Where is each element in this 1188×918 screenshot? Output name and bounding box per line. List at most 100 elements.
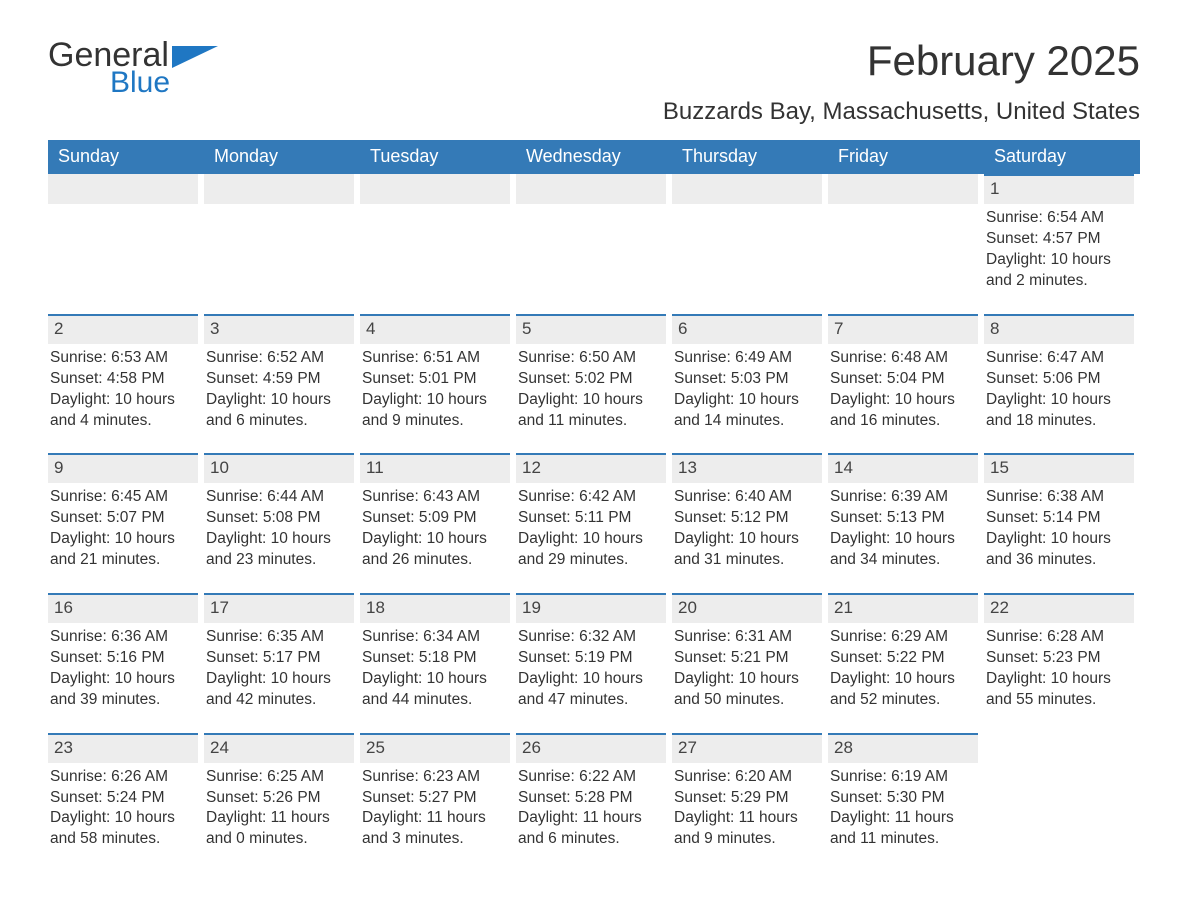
day-number: 16 xyxy=(48,593,198,623)
sunrise-line: Sunrise: 6:20 AM xyxy=(674,767,822,788)
daylight-line: Daylight: 10 hours and 26 minutes. xyxy=(362,529,510,571)
sunrise-line: Sunrise: 6:25 AM xyxy=(206,767,354,788)
day-number: 23 xyxy=(48,733,198,763)
day-cell xyxy=(984,733,1140,873)
sunset-line: Sunset: 5:17 PM xyxy=(206,648,354,669)
day-number xyxy=(516,174,666,204)
day-cell: 26Sunrise: 6:22 AMSunset: 5:28 PMDayligh… xyxy=(516,733,672,873)
day-number: 26 xyxy=(516,733,666,763)
day-cell: 11Sunrise: 6:43 AMSunset: 5:09 PMDayligh… xyxy=(360,453,516,593)
sunset-line: Sunset: 5:26 PM xyxy=(206,788,354,809)
day-number: 21 xyxy=(828,593,978,623)
sunset-line: Sunset: 5:13 PM xyxy=(830,508,978,529)
daylight-line: Daylight: 11 hours and 0 minutes. xyxy=(206,808,354,850)
sunset-line: Sunset: 5:12 PM xyxy=(674,508,822,529)
sunrise-line: Sunrise: 6:31 AM xyxy=(674,627,822,648)
day-number: 24 xyxy=(204,733,354,763)
day-cell xyxy=(672,174,828,314)
daylight-line: Daylight: 10 hours and 29 minutes. xyxy=(518,529,666,571)
daylight-line: Daylight: 11 hours and 6 minutes. xyxy=(518,808,666,850)
day-body: Sunrise: 6:52 AMSunset: 4:59 PMDaylight:… xyxy=(204,348,354,432)
day-body: Sunrise: 6:50 AMSunset: 5:02 PMDaylight:… xyxy=(516,348,666,432)
day-body: Sunrise: 6:47 AMSunset: 5:06 PMDaylight:… xyxy=(984,348,1134,432)
dow-cell: Sunday xyxy=(48,140,204,174)
sunrise-line: Sunrise: 6:43 AM xyxy=(362,487,510,508)
day-cell: 7Sunrise: 6:48 AMSunset: 5:04 PMDaylight… xyxy=(828,314,984,454)
day-cell xyxy=(204,174,360,314)
week-row: 2Sunrise: 6:53 AMSunset: 4:58 PMDaylight… xyxy=(48,314,1140,454)
day-body: Sunrise: 6:54 AMSunset: 4:57 PMDaylight:… xyxy=(984,208,1134,292)
day-body: Sunrise: 6:49 AMSunset: 5:03 PMDaylight:… xyxy=(672,348,822,432)
brand-flag-icon xyxy=(172,46,218,79)
day-number: 9 xyxy=(48,453,198,483)
day-cell: 27Sunrise: 6:20 AMSunset: 5:29 PMDayligh… xyxy=(672,733,828,873)
sunrise-line: Sunrise: 6:45 AM xyxy=(50,487,198,508)
day-body: Sunrise: 6:35 AMSunset: 5:17 PMDaylight:… xyxy=(204,627,354,711)
day-cell: 20 Sunrise: 6:31 AMSunset: 5:21 PMDayligh… xyxy=(672,593,828,733)
day-body: Sunrise: 6:39 AMSunset: 5:13 PMDaylight:… xyxy=(828,487,978,571)
day-body: Sunrise: 6:23 AMSunset: 5:27 PMDaylight:… xyxy=(360,767,510,851)
daylight-line: Daylight: 10 hours and 58 minutes. xyxy=(50,808,198,850)
day-number: 13 xyxy=(672,453,822,483)
brand-text: General Blue xyxy=(48,38,170,98)
brand-logo: General Blue xyxy=(48,38,218,98)
daylight-line: Daylight: 10 hours and 4 minutes. xyxy=(50,390,198,432)
day-number: 12 xyxy=(516,453,666,483)
day-cell: 24 Sunrise: 6:25 AMSunset: 5:26 PMDayligh… xyxy=(204,733,360,873)
day-cell: 8Sunrise: 6:47 AMSunset: 5:06 PMDaylight… xyxy=(984,314,1140,454)
daylight-line: Daylight: 10 hours and 18 minutes. xyxy=(986,390,1134,432)
day-number xyxy=(672,174,822,204)
dow-cell: Tuesday xyxy=(360,140,516,174)
month-title: February 2025 xyxy=(663,38,1140,84)
sunrise-line: Sunrise: 6:23 AM xyxy=(362,767,510,788)
sunset-line: Sunset: 5:11 PM xyxy=(518,508,666,529)
sunset-line: Sunset: 5:28 PM xyxy=(518,788,666,809)
day-cell: 17Sunrise: 6:35 AMSunset: 5:17 PMDayligh… xyxy=(204,593,360,733)
sunrise-line: Sunrise: 6:42 AM xyxy=(518,487,666,508)
daylight-line: Daylight: 10 hours and 21 minutes. xyxy=(50,529,198,571)
sunrise-line: Sunrise: 6:29 AM xyxy=(830,627,978,648)
day-cell: 28Sunrise: 6:19 AMSunset: 5:30 PMDayligh… xyxy=(828,733,984,873)
daylight-line: Daylight: 10 hours and 44 minutes. xyxy=(362,669,510,711)
day-cell: 25Sunrise: 6:23 AMSunset: 5:27 PMDayligh… xyxy=(360,733,516,873)
day-cell: 1Sunrise: 6:54 AMSunset: 4:57 PMDaylight… xyxy=(984,174,1140,314)
sunset-line: Sunset: 5:29 PM xyxy=(674,788,822,809)
sunrise-line: Sunrise: 6:26 AM xyxy=(50,767,198,788)
daylight-line: Daylight: 10 hours and 2 minutes. xyxy=(986,250,1134,292)
header: General Blue February 2025 Buzzards Bay,… xyxy=(48,38,1140,126)
sunset-line: Sunset: 5:27 PM xyxy=(362,788,510,809)
day-cell: 22Sunrise: 6:28 AMSunset: 5:23 PMDayligh… xyxy=(984,593,1140,733)
day-cell: 15 Sunrise: 6:38 AMSunset: 5:14 PMDayligh… xyxy=(984,453,1140,593)
day-number: 15 xyxy=(984,453,1134,483)
sunset-line: Sunset: 4:57 PM xyxy=(986,229,1134,250)
sunset-line: Sunset: 5:09 PM xyxy=(362,508,510,529)
location-subtitle: Buzzards Bay, Massachusetts, United Stat… xyxy=(663,98,1140,126)
day-number: 4 xyxy=(360,314,510,344)
day-cell: 12 Sunrise: 6:42 AMSunset: 5:11 PMDayligh… xyxy=(516,453,672,593)
day-cell: 16Sunrise: 6:36 AMSunset: 5:16 PMDayligh… xyxy=(48,593,204,733)
day-body: Sunrise: 6:53 AMSunset: 4:58 PMDaylight:… xyxy=(48,348,198,432)
sunset-line: Sunset: 5:18 PM xyxy=(362,648,510,669)
day-number: 20 xyxy=(672,593,822,623)
sunset-line: Sunset: 5:07 PM xyxy=(50,508,198,529)
day-number: 22 xyxy=(984,593,1134,623)
sunset-line: Sunset: 5:04 PM xyxy=(830,369,978,390)
daylight-line: Daylight: 10 hours and 9 minutes. xyxy=(362,390,510,432)
day-cell: 21Sunrise: 6:29 AMSunset: 5:22 PMDayligh… xyxy=(828,593,984,733)
day-body: Sunrise: 6:38 AMSunset: 5:14 PMDaylight:… xyxy=(984,487,1134,571)
sunset-line: Sunset: 5:24 PM xyxy=(50,788,198,809)
daylight-line: Daylight: 10 hours and 16 minutes. xyxy=(830,390,978,432)
sunrise-line: Sunrise: 6:28 AM xyxy=(986,627,1134,648)
day-body: Sunrise: 6:31 AMSunset: 5:21 PMDaylight:… xyxy=(672,627,822,711)
dow-cell: Saturday xyxy=(984,140,1140,174)
daylight-line: Daylight: 11 hours and 3 minutes. xyxy=(362,808,510,850)
weeks-container: 1Sunrise: 6:54 AMSunset: 4:57 PMDaylight… xyxy=(48,174,1140,872)
day-cell: 5Sunrise: 6:50 AMSunset: 5:02 PMDaylight… xyxy=(516,314,672,454)
dow-cell: Monday xyxy=(204,140,360,174)
day-cell: 2Sunrise: 6:53 AMSunset: 4:58 PMDaylight… xyxy=(48,314,204,454)
day-number: 27 xyxy=(672,733,822,763)
sunset-line: Sunset: 5:23 PM xyxy=(986,648,1134,669)
day-number: 18 xyxy=(360,593,510,623)
sunset-line: Sunset: 4:59 PM xyxy=(206,369,354,390)
day-cell xyxy=(828,174,984,314)
